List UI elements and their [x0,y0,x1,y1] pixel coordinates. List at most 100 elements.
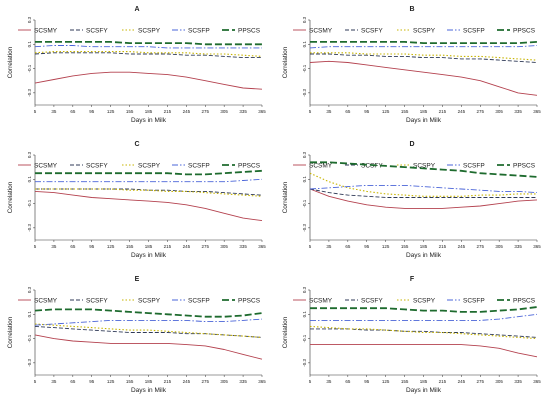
series-line-scspy [310,52,538,61]
x-axis-label: Days in Milk [406,387,442,394]
x-axis-label: Days in Milk [131,387,167,394]
y-tick-label: 0.1 [27,176,32,183]
x-tick-label: 305 [220,244,228,249]
legend-item-scsmy: SCSMY [18,298,58,305]
series-line-scsfy [309,188,537,198]
legend-label: SCSPY [138,163,161,170]
x-tick-label: 365 [533,244,541,249]
x-tick-label: 155 [126,379,134,384]
y-tick-label: 0.3 [27,151,32,158]
x-tick-label: 215 [439,379,447,384]
x-tick-label: 155 [401,109,409,114]
legend-item-ppscs: PPSCS [222,298,261,305]
legend-item-scsmy: SCSMY [293,298,333,305]
y-tick-label: -0.3 [27,358,32,366]
legend-label: SCSFP [188,298,210,305]
x-tick-label: 275 [476,109,484,114]
x-tick-label: 215 [164,379,172,384]
x-tick-label: 155 [401,379,409,384]
series-line-scsfy [34,52,262,59]
series-line-ppscs [310,306,538,313]
x-tick-label: 245 [458,244,466,249]
x-tick-label: 245 [458,109,466,114]
y-tick-label: 0.1 [27,41,32,48]
x-tick-label: 125 [382,109,390,114]
y-axis-label: Correlation [7,181,14,213]
x-tick-label: 95 [89,379,95,384]
x-tick-label: 95 [89,244,95,249]
x-tick-label: 335 [514,244,522,249]
x-tick-label: 125 [382,244,390,249]
series-line-scsfp [35,178,263,183]
y-tick-label: 0.1 [302,41,307,48]
x-tick-label: 185 [420,244,428,249]
legend-item-scsfy: SCSFY [70,163,108,170]
legend-label: SCSMY [34,28,58,35]
series-line-ppscs [310,161,538,178]
series-line-scsfy [34,325,263,338]
legend-label: SCSFY [361,163,383,170]
x-tick-label: 5 [309,379,312,384]
panel-title: C [134,141,139,148]
x-tick-label: 275 [201,244,209,249]
x-tick-label: 245 [183,109,191,114]
legend-label: SCSPY [138,298,161,305]
x-tick-label: 365 [258,379,266,384]
series-line-scspy [309,325,538,340]
y-tick-label: -0.3 [27,223,32,231]
legend-item-scsfp: SCSFP [447,28,485,35]
legend-item-scsfp: SCSFP [172,298,210,305]
legend-item-scspy: SCSPY [122,298,161,305]
series-line-scsfp [34,318,263,326]
x-tick-label: 275 [476,244,484,249]
series-line-scsfy [310,53,538,63]
legend-label: SCSFP [188,28,210,35]
series-line-scsmy [309,60,538,96]
x-tick-label: 305 [220,109,228,114]
x-tick-label: 335 [239,109,247,114]
series-line-ppscs [34,308,263,318]
series-line-scsfy [35,188,263,196]
x-tick-label: 185 [420,379,428,384]
x-tick-label: 275 [476,379,484,384]
y-tick-label: -0.1 [302,334,307,342]
panel-e: E SCSMY SCSFY SCSPY SCSFP PPSCS -0.3 -0.1 0.1 0.3… [7,276,266,394]
x-tick-label: 35 [326,244,332,249]
legend-item-ppscs: PPSCS [497,298,536,305]
series-line-scsfp [34,45,262,49]
legend-label: SCSFY [86,298,108,305]
legend-item-ppscs: PPSCS [497,163,536,170]
x-tick-label: 125 [382,379,390,384]
legend-item-scsfy: SCSFY [70,28,108,35]
series-line-scsmy [34,71,263,90]
y-tick-label: -0.1 [27,334,32,342]
x-axis-label: Days in Milk [131,252,167,259]
legend-item-ppscs: PPSCS [222,163,261,170]
x-tick-label: 335 [239,379,247,384]
x-tick-label: 65 [345,379,351,384]
x-tick-label: 35 [51,379,57,384]
series-line-scsfp [310,313,538,321]
legend-item-scspy: SCSPY [397,298,436,305]
x-tick-label: 215 [164,109,172,114]
x-tick-label: 185 [145,109,153,114]
x-tick-label: 275 [201,379,209,384]
legend-item-scsmy: SCSMY [18,28,58,35]
y-tick-label: 0.3 [27,16,32,23]
x-tick-label: 215 [439,109,447,114]
legend-label: SCSPY [413,298,436,305]
x-tick-label: 95 [364,244,370,249]
legend-label: SCSPY [413,28,436,35]
x-tick-label: 5 [34,244,37,249]
legend-label: SCSMY [34,163,58,170]
series-line-scsmy [310,344,538,358]
legend-label: SCSMY [309,163,333,170]
x-tick-label: 365 [533,109,541,114]
x-tick-label: 155 [126,244,134,249]
x-tick-label: 245 [183,379,191,384]
panel-title: E [135,276,140,283]
legend-label: SCSFP [463,28,485,35]
legend-label: SCSFY [361,298,383,305]
y-axis-label: Correlation [282,316,289,348]
